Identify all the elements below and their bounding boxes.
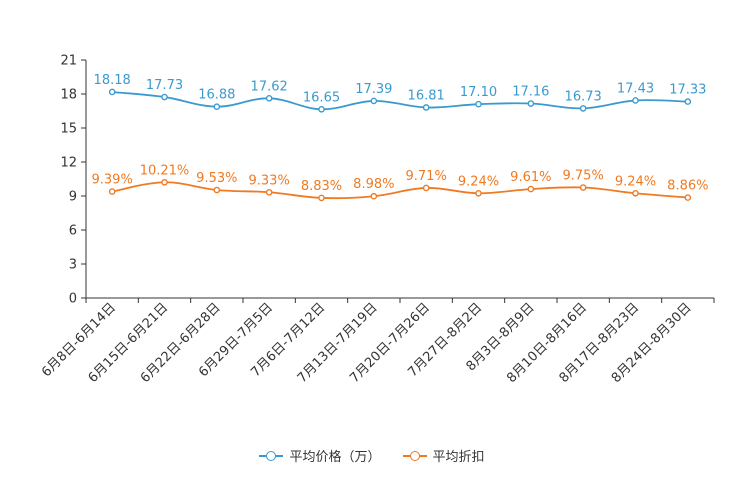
data-label: 17.43 [617,81,654,96]
data-label: 17.16 [512,85,549,100]
data-point[interactable] [265,188,273,196]
legend: 平均价格（万） 平均折扣 [0,446,744,465]
y-tick-label: 21 [60,54,77,69]
data-label: 9.24% [615,174,656,189]
y-tick-label: 18 [60,88,77,103]
y-tick-label: 6 [69,224,77,239]
data-label: 16.73 [565,89,602,104]
data-point[interactable] [422,184,430,192]
data-point[interactable] [318,106,325,113]
data-point[interactable] [265,95,273,102]
legend-label-price: 平均价格（万） [289,450,381,465]
series-0: 18.18 17.73 16.88 17.62 16.65 17.39 16.81 17.10… [94,73,706,113]
data-point[interactable] [579,105,587,112]
data-point[interactable] [370,192,378,200]
x-axis: 6月8日-6月14日6月15日-6月21日6月22日-6月28日6月29日-7月… [39,297,715,386]
data-point[interactable] [213,103,221,110]
data-label: 9.71% [406,169,447,184]
data-label: 17.10 [460,85,497,100]
data-point[interactable] [108,188,116,195]
data-point[interactable] [318,194,325,202]
data-point[interactable] [579,184,587,191]
data-point[interactable] [684,98,692,105]
series-1: 9.39% 10.21% 9.53% 9.33% 8.83% 8.98% 9.71% 9.24… [92,163,708,202]
data-label: 8.83% [301,179,342,194]
data-label: 9.75% [563,169,604,184]
y-tick-label: 9 [69,190,77,205]
legend-item-price[interactable]: 平均价格（万） [259,446,381,465]
data-label: 16.81 [408,88,445,103]
series-line [112,91,688,111]
data-point[interactable] [527,185,535,193]
y-tick-label: 12 [60,156,77,171]
y-axis: 0 3 6 9 12 15 18 21 [60,54,87,307]
data-point[interactable] [422,104,430,111]
data-label: 9.24% [458,174,499,189]
series-layer: 18.18 17.73 16.88 17.62 16.65 17.39 16.81 17.10… [92,73,708,202]
data-label: 8.86% [667,179,708,194]
legend-swatch-price [259,450,284,462]
data-point[interactable] [370,97,378,105]
data-point[interactable] [213,186,221,194]
data-label: 9.39% [92,173,133,188]
data-point[interactable] [684,194,692,201]
data-label: 16.65 [303,90,340,105]
data-label: 17.33 [669,83,706,98]
data-label: 9.33% [249,173,290,188]
data-label: 9.61% [510,170,551,185]
data-point[interactable] [632,189,639,197]
data-label: 17.62 [251,79,288,94]
legend-item-discount[interactable]: 平均折扣 [402,446,485,465]
legend-label-discount: 平均折扣 [432,450,485,465]
data-label: 17.73 [146,78,183,93]
data-label: 8.98% [353,177,394,192]
data-label: 17.39 [355,82,392,97]
data-point[interactable] [527,100,535,107]
data-point[interactable] [475,100,482,108]
legend-swatch-discount [402,450,427,462]
data-point[interactable] [475,189,482,197]
data-point[interactable] [108,88,116,96]
data-point[interactable] [161,178,168,186]
data-point[interactable] [161,93,168,101]
series-line [112,181,688,200]
y-tick-label: 15 [60,122,77,137]
data-label: 9.53% [196,171,237,186]
data-label: 16.88 [198,88,235,103]
data-label: 10.21% [140,163,190,178]
y-tick-label: 0 [69,292,77,307]
y-tick-label: 3 [69,258,77,273]
data-label: 18.18 [94,73,131,88]
data-point[interactable] [632,97,639,104]
